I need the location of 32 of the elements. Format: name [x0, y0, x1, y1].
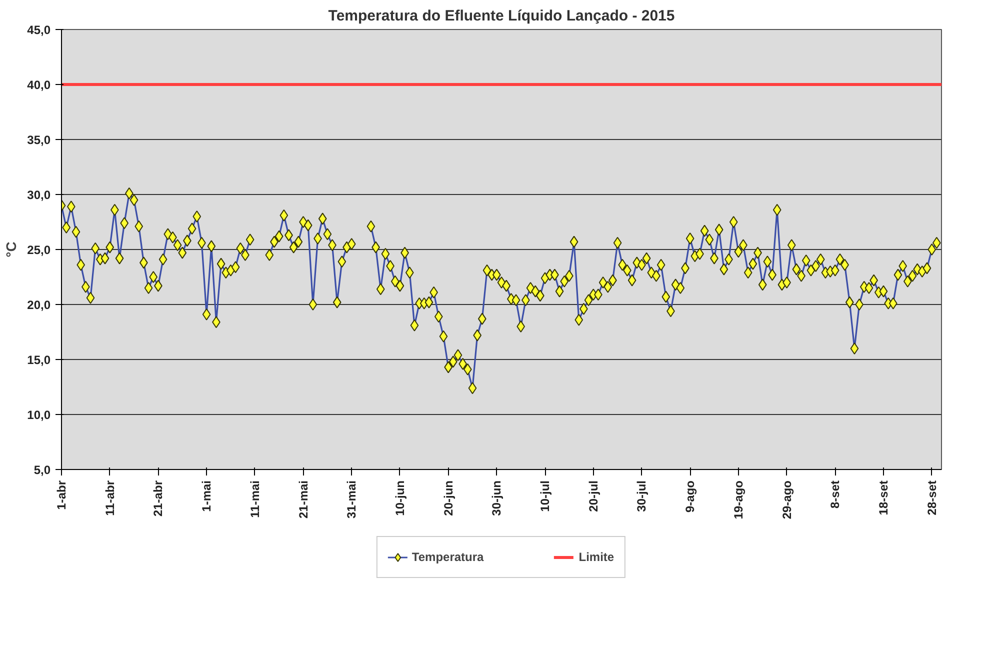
x-tick-label: 20-jun: [441, 480, 456, 516]
x-tick-label: 10-jun: [392, 480, 407, 516]
y-tick-label: 35,0: [27, 133, 51, 147]
x-tick-label: 18-set: [876, 480, 890, 516]
legend-label: Limite: [578, 550, 614, 564]
legend-label: Temperatura: [412, 550, 484, 564]
x-tick-label: 21-mai: [296, 480, 310, 519]
x-tick-label: 29-ago: [780, 480, 794, 520]
y-tick-label: 15,0: [27, 353, 51, 367]
x-tick-label: 20-jul: [586, 480, 600, 512]
x-tick-label: 1-abr: [54, 480, 68, 510]
y-tick-label: 5,0: [34, 463, 51, 477]
y-tick-label: 10,0: [27, 408, 51, 422]
y-tick-label: 45,0: [27, 23, 51, 37]
x-tick-label: 1-mai: [200, 480, 214, 512]
chart-title: Temperatura do Efluente Líquido Lançado - 2015: [328, 8, 675, 24]
x-tick-label: 28-set: [924, 480, 939, 516]
x-tick-label: 30-jun: [490, 480, 504, 516]
y-tick-label: 25,0: [27, 243, 51, 257]
x-tick-label: 31-mai: [344, 480, 359, 519]
y-tick-label: 30,0: [27, 188, 51, 202]
y-axis-title: °C: [3, 242, 20, 258]
x-tick-label: 30-jul: [634, 480, 649, 512]
x-tick-label: 8-set: [828, 480, 842, 509]
y-tick-label: 40,0: [27, 78, 51, 92]
x-tick-label: 21-abr: [151, 480, 166, 517]
y-tick-label: 20,0: [27, 298, 51, 312]
x-tick-label: 9-ago: [683, 480, 698, 513]
x-tick-label: 19-ago: [731, 480, 746, 520]
x-tick-label: 11-abr: [102, 480, 117, 516]
x-tick-label: 11-mai: [248, 480, 262, 518]
x-tick-label: 10-jul: [538, 480, 552, 512]
